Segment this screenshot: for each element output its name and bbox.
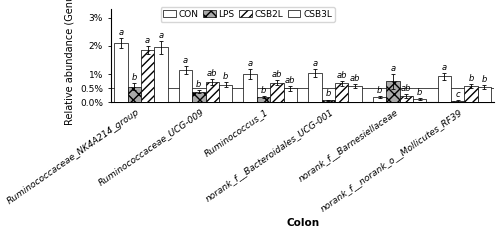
Bar (451, 101, 464, 102)
Bar (192, 92, 205, 102)
Text: a: a (390, 64, 396, 73)
Text: b: b (261, 86, 266, 95)
Legend: CON, LPS, CSB2L, CSB3L: CON, LPS, CSB2L, CSB3L (160, 7, 334, 22)
Bar (219, 85, 232, 102)
Text: a: a (312, 59, 318, 68)
Bar (348, 86, 362, 102)
Text: ab: ab (207, 69, 218, 78)
Bar (154, 47, 168, 102)
Text: b: b (482, 75, 487, 84)
Bar (322, 100, 335, 102)
Bar (257, 97, 270, 102)
Bar (206, 82, 219, 102)
Bar (335, 83, 348, 102)
Bar (284, 88, 297, 102)
Text: b: b (326, 89, 331, 99)
Text: a: a (145, 36, 150, 45)
Bar (270, 83, 283, 102)
Bar (438, 77, 451, 102)
Text: a: a (118, 28, 124, 37)
Text: b: b (377, 86, 382, 95)
Text: b: b (132, 73, 137, 82)
Text: a: a (248, 59, 252, 68)
Bar (179, 70, 192, 102)
Bar (400, 96, 413, 102)
Bar (141, 50, 154, 102)
Bar (114, 43, 128, 102)
Bar (413, 99, 426, 102)
Bar (386, 81, 400, 102)
Text: ab: ab (401, 84, 411, 93)
Text: b: b (223, 72, 228, 81)
Y-axis label: Relative abundance (Genus): Relative abundance (Genus) (64, 0, 74, 125)
Text: ab: ab (336, 70, 347, 80)
Text: ab: ab (272, 70, 282, 79)
Text: a: a (442, 63, 447, 72)
Text: a: a (183, 56, 188, 65)
Bar (373, 97, 386, 102)
Bar (464, 86, 477, 102)
Text: b: b (468, 74, 473, 83)
Text: ab: ab (285, 76, 296, 85)
Bar (244, 74, 257, 102)
Bar (128, 87, 141, 102)
Bar (308, 73, 322, 102)
Text: b: b (196, 80, 202, 89)
Text: c: c (456, 90, 460, 99)
Text: ab: ab (350, 74, 360, 83)
Text: a: a (158, 31, 164, 40)
Text: b: b (417, 88, 422, 97)
Bar (478, 87, 491, 102)
X-axis label: Colon: Colon (286, 219, 319, 228)
